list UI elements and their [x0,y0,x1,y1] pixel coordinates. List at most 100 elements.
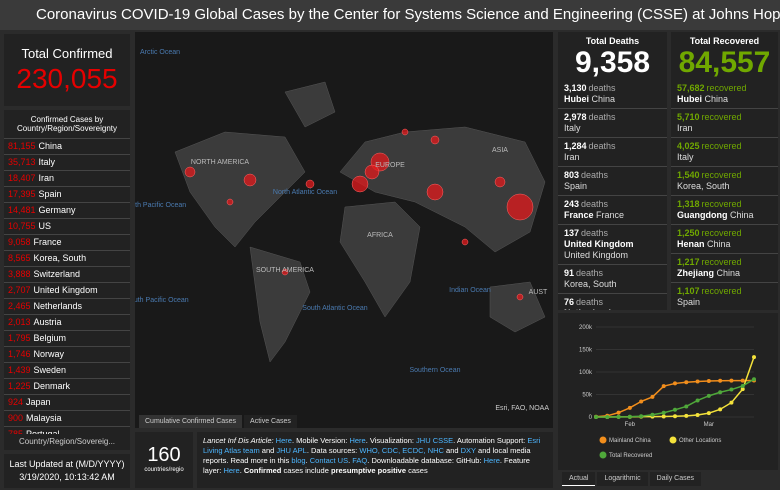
count: 2,465 [8,301,31,311]
list-item[interactable]: 2,013 Austria [4,315,130,331]
point [706,379,711,383]
list-item[interactable]: 3,888 Switzerland [4,267,130,283]
map-label: Arctic Ocean [140,49,180,56]
tab[interactable]: Cumulative Confirmed Cases [139,415,243,428]
last-updated: Last Updated at (M/D/YYYY) 3/19/2020, 10… [4,454,130,488]
text: . [239,466,244,475]
map-label: Indian Ocean [449,287,491,294]
list-item: 4,025 recovered Italy [671,138,778,167]
list-item: 57,682 recovered Hubei China [671,80,778,109]
count: 8,565 [8,253,31,263]
tab[interactable]: Actual [562,472,596,486]
text: and [259,446,277,455]
country: United Kingdom [564,250,629,260]
name: Denmark [33,381,71,391]
link: blog [291,456,306,465]
map-label: EUROPE [375,162,405,169]
name: Germany [38,205,76,215]
map[interactable]: Arctic Ocean NORTH AMERICA North Atlantic … [135,32,553,428]
tab[interactable]: Active Cases [244,415,297,428]
point [695,398,700,403]
list-item[interactable]: 14,481 Germany [4,203,130,219]
point [661,410,666,415]
unit: recovered [701,228,742,238]
name: Korea, South [33,253,87,263]
list-item[interactable]: 1,746 Norway [4,347,130,363]
count: 1,225 [8,381,31,391]
chart-panel: 0 50k 100k 150k 200k Feb Mar Mainland China Othe… [558,313,778,470]
country-count: 160 countries/regio [135,432,193,488]
list-item[interactable]: 1,225 Denmark [4,379,130,395]
text: . [348,456,353,465]
list-item[interactable]: 9,058 France [4,235,130,251]
link: JHU APL [276,446,307,455]
list-item[interactable]: 17,395 Spain [4,187,130,203]
region: Henan [677,239,705,249]
list-item: 76deathsNetherlands Netherlands [558,294,667,310]
country: China [591,94,616,104]
point [729,378,734,383]
map-label: North Pacific Ocean [135,202,186,209]
point [627,405,632,410]
list: 57,682 recovered Hubei China 5,710 recovered… [671,80,778,310]
list: 3,130 deaths Hubei China 2,978 deaths Italy 1,… [558,80,667,310]
point [684,404,689,409]
value: 3/19/2020, 10:13:42 AM [19,472,115,482]
legend-swatch [669,436,677,444]
region: France [564,210,594,220]
list-title: Confirmed Cases by Country/Region/Sovere… [4,110,130,139]
map-label: AFRICA [367,232,393,239]
count: 924 [8,397,24,407]
list-item[interactable]: 8,565 Korea, South [4,251,130,267]
list-nav[interactable]: Country/Region/Sovereig... [4,434,130,450]
list-item: 1,318 recovered Guangdong China [671,196,778,225]
list-item: 91 deaths Korea, South [558,265,667,294]
tab[interactable]: Daily Cases [649,472,702,486]
list-item: 1,107 recovered Spain [671,283,778,310]
list-item[interactable]: 81,155 China [4,139,130,155]
point [661,414,666,419]
point [706,393,711,398]
list-item[interactable]: 10,755 US [4,219,130,235]
count: 1,284 [564,141,587,151]
country: Italy [677,152,694,162]
unit: deaths [588,141,616,151]
text: and local media reports. Read more in th… [203,446,531,465]
list-item: 3,130 deaths Hubei China [558,80,667,109]
text: Lancet Inf Dis Article: [203,436,276,445]
unit: deaths [576,297,604,307]
name: Belgium [33,333,67,343]
name: Iran [38,173,55,183]
list-item[interactable]: 2,465 Netherlands [4,299,130,315]
link: Here [223,466,240,475]
y-tick-label: 0 [589,415,593,421]
country: Iran [677,123,693,133]
count: 803 [564,170,580,180]
list-item: 5,710 recovered Iran [671,109,778,138]
region: United Kingdom [564,239,634,249]
list-item[interactable]: 35,713 Italy [4,155,130,171]
unit: deaths [581,170,609,180]
count: 5,710 [677,112,700,122]
count: 35,713 [8,157,36,167]
list-item: 1,284 deaths Iran [558,138,667,167]
unit: recovered [701,257,742,267]
list-item[interactable]: 18,407 Iran [4,171,130,187]
list-item[interactable]: 1,795 Belgium [4,331,130,347]
unit: deaths [581,199,609,209]
list-item[interactable]: 1,439 Sweden [4,363,130,379]
text: Confirmed [243,466,282,475]
list-item: 243 deaths France France [558,196,667,225]
unit: recovered [701,199,742,209]
list-item[interactable]: 2,707 United Kingdom [4,283,130,299]
name: Malaysia [26,413,62,423]
map-label: NORTH AMERICA [191,159,250,166]
unit: recovered [706,83,747,93]
list-item[interactable]: 924 Japan [4,395,130,411]
map-label: ASIA [492,147,508,154]
tab[interactable]: Logarithmic [597,472,648,486]
name: Norway [33,349,65,359]
list-item[interactable]: 900 Malaysia [4,411,130,427]
legend-label: Other Locations [679,438,721,444]
